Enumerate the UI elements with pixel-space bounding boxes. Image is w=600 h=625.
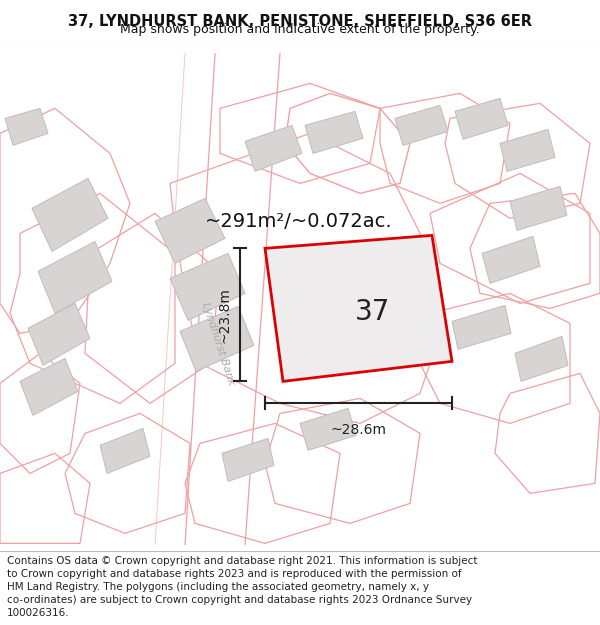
Polygon shape — [500, 129, 555, 171]
Text: to Crown copyright and database rights 2023 and is reproduced with the permissio: to Crown copyright and database rights 2… — [7, 569, 462, 579]
Polygon shape — [515, 336, 568, 381]
Polygon shape — [20, 358, 78, 416]
Polygon shape — [452, 306, 511, 349]
Polygon shape — [170, 253, 245, 321]
Polygon shape — [482, 236, 540, 283]
Text: 37: 37 — [355, 298, 391, 326]
Polygon shape — [265, 236, 452, 381]
Polygon shape — [395, 106, 448, 146]
Polygon shape — [305, 111, 363, 153]
Polygon shape — [455, 98, 508, 139]
Polygon shape — [180, 306, 254, 371]
Text: Lyndhurst Bank: Lyndhurst Bank — [200, 301, 236, 386]
Polygon shape — [5, 108, 48, 146]
Polygon shape — [300, 408, 356, 451]
Text: Map shows position and indicative extent of the property.: Map shows position and indicative extent… — [120, 22, 480, 36]
Polygon shape — [510, 186, 567, 231]
Text: ~291m²/~0.072ac.: ~291m²/~0.072ac. — [205, 212, 392, 231]
Polygon shape — [100, 428, 150, 473]
Polygon shape — [245, 126, 302, 171]
Polygon shape — [28, 303, 90, 366]
Text: Contains OS data © Crown copyright and database right 2021. This information is : Contains OS data © Crown copyright and d… — [7, 556, 478, 566]
Polygon shape — [155, 198, 225, 263]
Text: 37, LYNDHURST BANK, PENISTONE, SHEFFIELD, S36 6ER: 37, LYNDHURST BANK, PENISTONE, SHEFFIELD… — [68, 14, 532, 29]
Polygon shape — [32, 178, 108, 251]
Text: co-ordinates) are subject to Crown copyright and database rights 2023 Ordnance S: co-ordinates) are subject to Crown copyr… — [7, 595, 472, 605]
Text: HM Land Registry. The polygons (including the associated geometry, namely x, y: HM Land Registry. The polygons (includin… — [7, 582, 429, 592]
Text: ~23.8m: ~23.8m — [218, 287, 232, 342]
Text: ~28.6m: ~28.6m — [331, 423, 386, 438]
Polygon shape — [38, 241, 112, 313]
Text: 100026316.: 100026316. — [7, 608, 70, 618]
Polygon shape — [222, 438, 274, 481]
